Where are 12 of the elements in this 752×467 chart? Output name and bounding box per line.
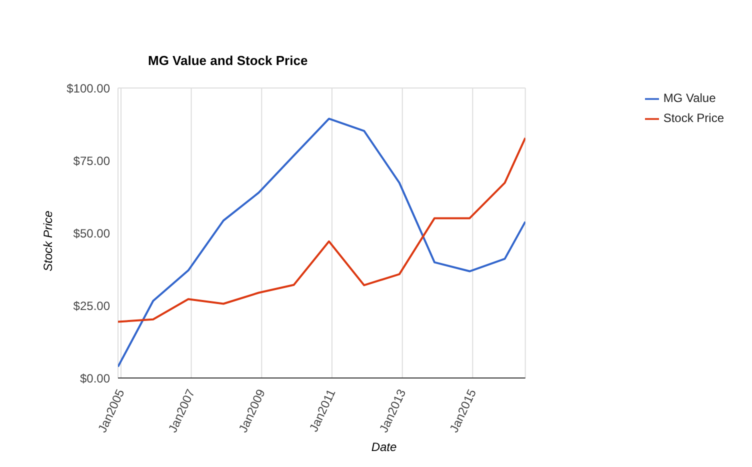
y-tick-label: $0.00 <box>80 371 110 386</box>
chart-title: MG Value and Stock Price <box>148 53 308 68</box>
line-series <box>118 136 526 323</box>
y-tick-label: $50.00 <box>73 226 110 240</box>
y-axis-title: Stock Price <box>41 210 55 272</box>
x-axis-title: Date <box>371 440 397 454</box>
line-series <box>118 118 526 368</box>
y-tick-label: $100.00 <box>66 81 110 96</box>
y-tick-label: $25.00 <box>73 298 110 313</box>
y-tick-label: $75.00 <box>73 154 110 168</box>
legend-label: MG Value <box>663 91 716 105</box>
legend-label: Stock Price <box>663 111 724 125</box>
